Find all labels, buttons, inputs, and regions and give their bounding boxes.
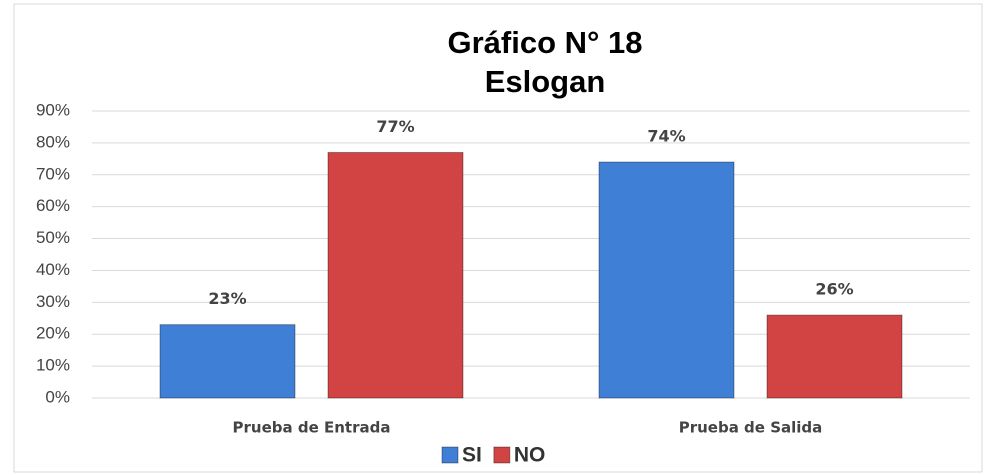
y-tick-label: 0% <box>45 387 70 406</box>
legend-label: SI <box>462 444 482 467</box>
y-tick-label: 60% <box>36 196 70 215</box>
value-label: 26% <box>815 280 853 299</box>
y-tick-label: 40% <box>36 260 70 279</box>
legend-swatch <box>493 446 511 464</box>
y-tick-label: 90% <box>36 100 70 119</box>
chart-subtitle: Eslogan <box>485 64 606 99</box>
value-label: 77% <box>376 117 414 136</box>
y-tick-label: 50% <box>36 228 70 247</box>
chart-title: Gráfico N° 18 <box>447 25 642 60</box>
value-label: 74% <box>647 127 685 146</box>
bar <box>159 324 296 399</box>
x-tick-label: Prueba de Salida <box>679 419 823 437</box>
legend-swatch <box>441 446 459 464</box>
bar <box>766 314 903 399</box>
y-tick-label: 10% <box>36 356 70 375</box>
y-tick-label: 70% <box>36 164 70 183</box>
value-label: 23% <box>208 289 246 308</box>
x-tick-label: Prueba de Entrada <box>233 419 391 437</box>
bar <box>598 161 735 399</box>
bar <box>327 151 464 399</box>
y-tick-label: 80% <box>36 132 70 151</box>
legend-label: NO <box>514 444 546 467</box>
y-tick-label: 20% <box>36 324 70 343</box>
y-tick-label: 30% <box>36 292 70 311</box>
